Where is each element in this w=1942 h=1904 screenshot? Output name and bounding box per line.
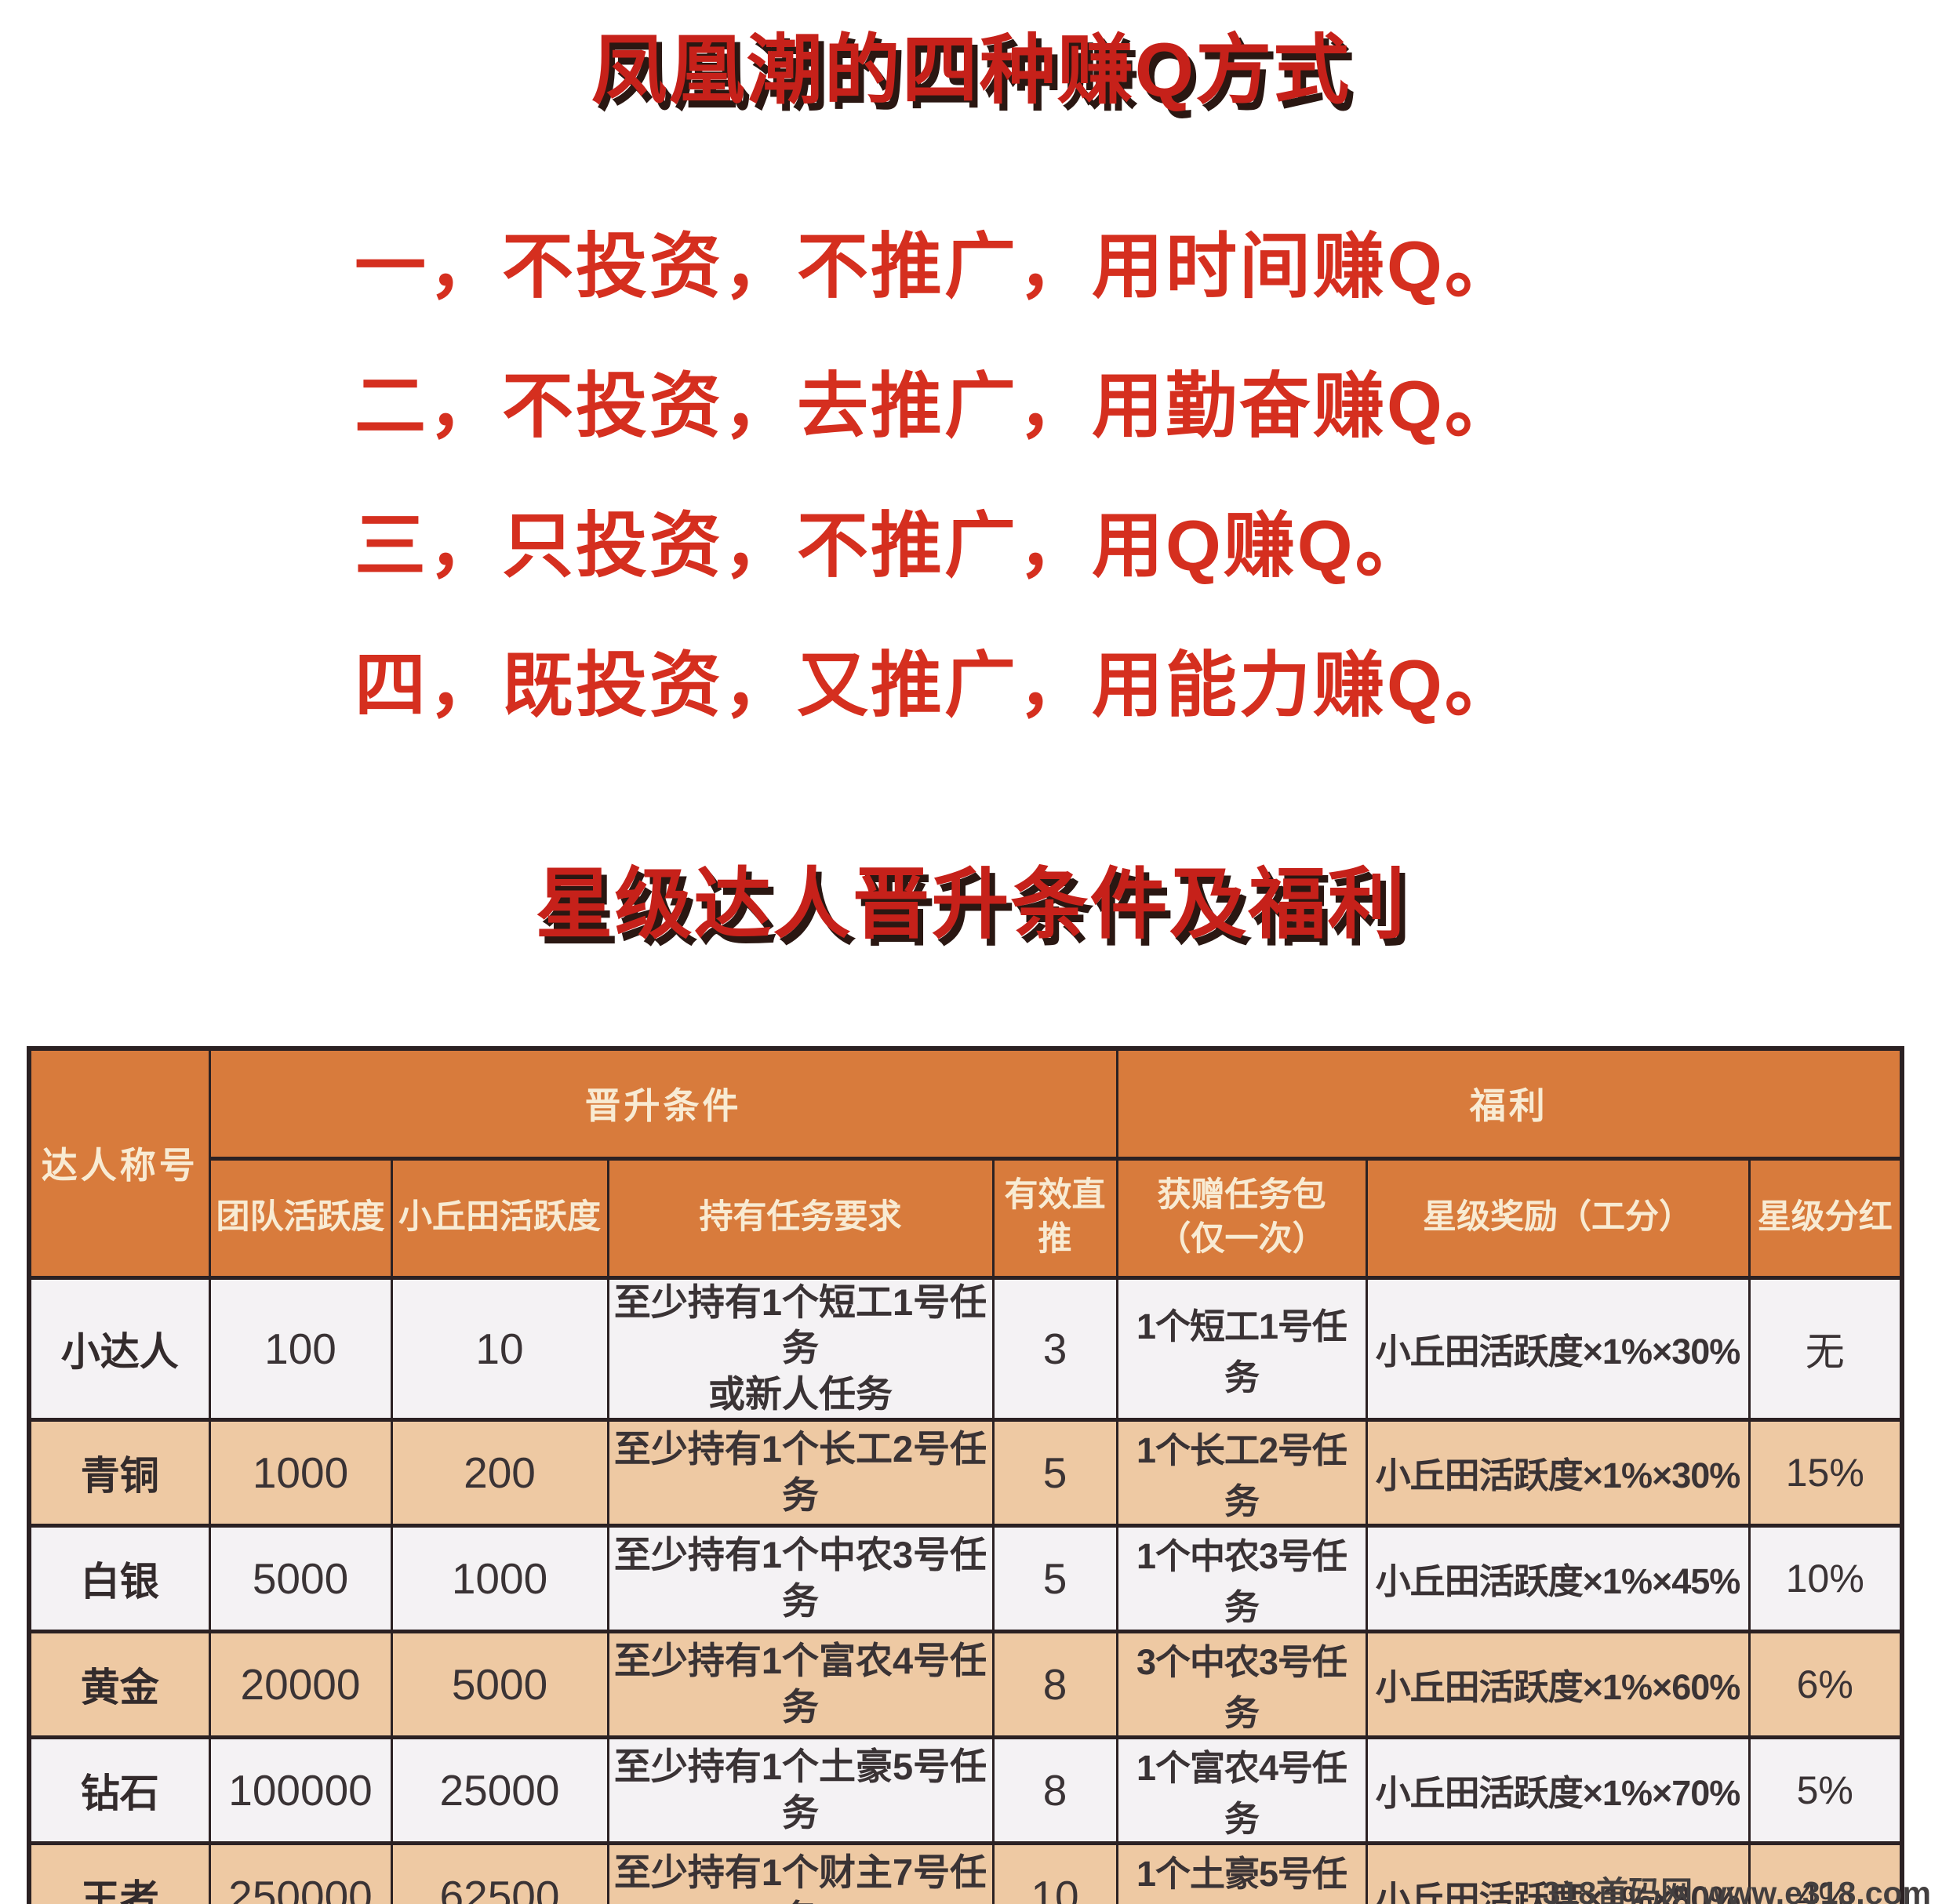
promotion-benefits-table: 达人称号 晋升条件 福利 团队活跃度 小丘田活跃度 持有任务要求 有效直推 获赠… (27, 1046, 1905, 1904)
intro-lines: 一，不投资，不推广，用时间赚Q。 二，不投资，去推广，用勤奋赚Q。 三，只投资，… (355, 198, 1518, 756)
cell-star-dividend: 5% (1747, 1735, 1904, 1844)
cell-gift-package: 1个土豪5号任务 (1115, 1840, 1368, 1904)
cell-star-dividend: 15% (1747, 1417, 1904, 1527)
table-row-zuanshi: 钻石 100000 25000 至少持有1个土豪5号任务 8 1个富农4号任务 … (27, 1735, 1904, 1844)
header-direct-referrals: 有效直推 (991, 1156, 1118, 1279)
header-field-activity: 小丘田活跃度 (390, 1156, 609, 1279)
cell-rank-title: 王者 (27, 1840, 211, 1904)
cell-team-activity: 5000 (208, 1523, 393, 1633)
cell-rank-title: 小达人 (27, 1275, 211, 1421)
cell-star-dividend: 无 (1747, 1275, 1904, 1421)
cell-direct-referrals: 8 (991, 1735, 1118, 1844)
header-welfare-group: 福利 (1115, 1047, 1904, 1160)
table-row-baiyin: 白银 5000 1000 至少持有1个中农3号任务 5 1个中农3号任务 小丘田… (27, 1523, 1904, 1633)
section-title: 星级达人晋升条件及福利 (535, 860, 1407, 947)
cell-team-activity: 20000 (208, 1629, 393, 1739)
cell-task-requirement: 至少持有1个短工1号任务 或新人任务 (606, 1275, 995, 1421)
cell-star-reward: 小丘田活跃度×1%×45% (1365, 1523, 1751, 1633)
cell-team-activity: 100 (208, 1275, 393, 1421)
cell-team-activity: 1000 (208, 1417, 393, 1527)
cell-direct-referrals: 5 (991, 1417, 1118, 1527)
cell-direct-referrals: 5 (991, 1523, 1118, 1633)
cell-star-reward: 小丘田活跃度×1%×30% (1365, 1275, 1751, 1421)
page-title: 凤凰潮的四种赚Q方式 (591, 27, 1351, 113)
cell-field-activity: 10 (390, 1275, 609, 1421)
cell-star-reward: 小丘田活跃度×1%×60% (1365, 1629, 1751, 1739)
cell-field-activity: 62500 (390, 1840, 609, 1904)
cell-field-activity: 25000 (390, 1735, 609, 1844)
cell-task-requirement: 至少持有1个长工2号任务 (606, 1417, 995, 1527)
cell-star-dividend: 10% (1747, 1523, 1904, 1633)
intro-line-2: 二，不投资，去推广，用勤奋赚Q。 (355, 367, 1518, 446)
cell-star-reward: 小丘田活跃度×1%×80% (1365, 1840, 1751, 1904)
cell-gift-package: 3个中农3号任务 (1115, 1629, 1368, 1739)
cell-task-requirement: 至少持有1个财主7号任务 (606, 1840, 995, 1904)
cell-rank-title: 钻石 (27, 1735, 211, 1844)
cell-star-reward: 小丘田活跃度×1%×70% (1365, 1735, 1751, 1844)
cell-direct-referrals: 8 (991, 1629, 1118, 1739)
table-row-qingtong: 青铜 1000 200 至少持有1个长工2号任务 5 1个长工2号任务 小丘田活… (27, 1417, 1904, 1527)
header-promotion-group: 晋升条件 (208, 1047, 1118, 1160)
cell-team-activity: 250000 (208, 1840, 393, 1904)
cell-direct-referrals: 3 (991, 1275, 1118, 1421)
intro-line-1: 一，不投资，不推广，用时间赚Q。 (355, 227, 1518, 307)
table-header-group-row: 达人称号 晋升条件 福利 (27, 1047, 1904, 1279)
cell-rank-title: 白银 (27, 1523, 211, 1633)
header-task-requirement: 持有任务要求 (606, 1156, 995, 1279)
header-star-reward: 星级奖励（工分） (1365, 1156, 1751, 1279)
cell-star-reward: 小丘田活跃度×1%×30% (1365, 1417, 1751, 1527)
watermark: 318首码网 www.e318.com (1542, 1875, 1931, 1904)
intro-line-4: 四，既投资，又推广，用能力赚Q。 (355, 646, 1518, 725)
cell-direct-referrals: 10 (991, 1840, 1118, 1904)
cell-gift-package: 1个短工1号任务 (1115, 1275, 1368, 1421)
cell-rank-title: 黄金 (27, 1629, 211, 1739)
cell-task-requirement: 至少持有1个富农4号任务 (606, 1629, 995, 1739)
cell-field-activity: 1000 (390, 1523, 609, 1633)
cell-rank-title: 青铜 (27, 1417, 211, 1527)
cell-team-activity: 100000 (208, 1735, 393, 1844)
cell-star-dividend: 4% (1747, 1840, 1904, 1904)
table-row-xiaodaren: 小达人 100 10 至少持有1个短工1号任务 或新人任务 3 1个短工1号任务… (27, 1275, 1904, 1421)
cell-gift-package: 1个富农4号任务 (1115, 1735, 1368, 1844)
table-row-wangzhe: 王者 250000 62500 至少持有1个财主7号任务 10 1个土豪5号任务… (27, 1840, 1904, 1904)
cell-field-activity: 200 (390, 1417, 609, 1527)
header-team-activity: 团队活跃度 (208, 1156, 393, 1279)
cell-field-activity: 5000 (390, 1629, 609, 1739)
header-talent-title: 达人称号 (27, 1047, 211, 1279)
intro-line-3: 三，只投资，不推广，用Q赚Q。 (355, 507, 1429, 586)
cell-star-dividend: 6% (1747, 1629, 1904, 1739)
table-header-sub-row: 团队活跃度 小丘田活跃度 持有任务要求 有效直推 获赠任务包 （仅一次） 星级奖… (29, 1156, 1904, 1279)
table-row-huangjin: 黄金 20000 5000 至少持有1个富农4号任务 8 3个中农3号任务 小丘… (27, 1629, 1904, 1739)
cell-gift-package: 1个长工2号任务 (1115, 1417, 1368, 1527)
header-gift-package: 获赠任务包 （仅一次） (1115, 1156, 1368, 1279)
header-star-dividend: 星级分红 (1747, 1156, 1904, 1279)
cell-task-requirement: 至少持有1个中农3号任务 (606, 1523, 995, 1633)
cell-task-requirement: 至少持有1个土豪5号任务 (606, 1735, 995, 1844)
cell-gift-package: 1个中农3号任务 (1115, 1523, 1368, 1633)
